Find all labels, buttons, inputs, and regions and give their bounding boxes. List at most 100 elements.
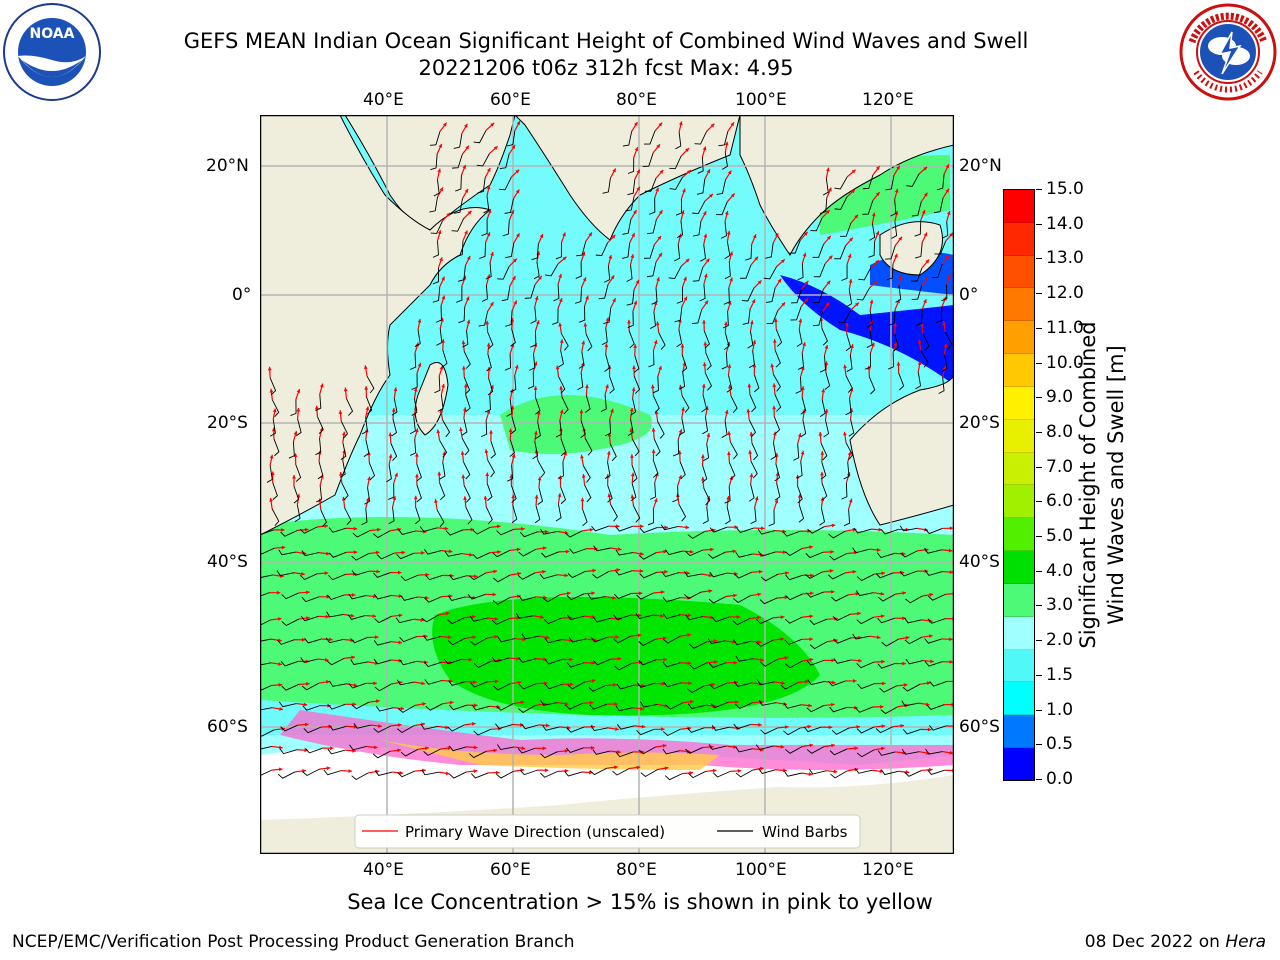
wave-direction-arrowhead xyxy=(853,679,857,683)
wave-direction-arrowhead xyxy=(583,322,588,327)
wave-direction-arrowhead xyxy=(663,657,667,662)
wind-barb xyxy=(899,570,918,577)
wind-barb xyxy=(269,419,276,437)
wind-barb xyxy=(424,596,442,603)
wave-direction-arrowhead xyxy=(781,681,786,685)
wave-direction-arrowhead xyxy=(639,569,644,573)
wave-direction-arrowhead xyxy=(818,432,823,436)
wave-direction-arrowhead xyxy=(566,591,571,596)
wind-barb xyxy=(436,328,443,346)
wind-barb xyxy=(821,482,828,501)
wind-barb xyxy=(429,196,438,213)
wind-barb xyxy=(768,509,775,527)
wave-direction-arrowhead xyxy=(474,703,478,708)
wind-barb xyxy=(856,573,875,582)
wave-direction-arrowhead xyxy=(341,431,346,436)
wind-barb xyxy=(400,574,419,582)
wave-direction-arrowhead xyxy=(617,547,622,552)
wave-direction-arrowhead xyxy=(896,165,900,170)
wave-direction-arrowhead xyxy=(757,592,762,597)
wind-barb xyxy=(735,769,754,778)
wind-barb xyxy=(626,289,635,306)
wind-barb xyxy=(855,590,874,597)
wind-barb xyxy=(419,526,438,532)
wind-barb xyxy=(452,154,463,169)
wave-direction-arrowhead xyxy=(852,527,857,532)
colorbar-tick-mark xyxy=(1036,536,1042,538)
colorbar-segment xyxy=(1004,616,1034,650)
wave-direction-arrowhead xyxy=(463,383,468,388)
wind-barb xyxy=(301,682,320,691)
wave-direction-arrowhead xyxy=(754,256,759,261)
wind-barb xyxy=(748,484,755,502)
wave-direction-arrowhead xyxy=(727,364,732,368)
wave-direction-arrowhead xyxy=(847,253,852,258)
wind-barb xyxy=(843,462,850,480)
wave-direction-arrowhead xyxy=(784,595,789,600)
wind-barb xyxy=(920,350,929,368)
wind-barb xyxy=(875,726,894,734)
wave-direction-arrowhead xyxy=(926,681,931,686)
wind-barb xyxy=(540,699,558,706)
wind-barb xyxy=(740,264,752,279)
wind-barb xyxy=(279,748,298,755)
wave-direction-arrowhead xyxy=(612,168,616,173)
wind-barb xyxy=(831,727,850,735)
wind-barb xyxy=(734,571,752,579)
wind-barb xyxy=(537,460,546,478)
wave-direction-arrowhead xyxy=(641,724,646,729)
wave-direction-arrowhead xyxy=(607,365,612,369)
wave-direction-arrowhead xyxy=(759,747,764,752)
wave-direction-arrowhead xyxy=(589,770,593,775)
wave-direction-arrowhead xyxy=(415,473,419,478)
wind-barb xyxy=(681,354,688,373)
wind-barb xyxy=(646,262,657,278)
wave-direction-arrowhead xyxy=(448,594,453,599)
wind-barb xyxy=(807,526,825,534)
wave-direction-arrowhead xyxy=(447,746,452,750)
wave-direction-arrowhead xyxy=(802,409,806,413)
wind-barb xyxy=(510,485,517,503)
wave-direction-arrowhead xyxy=(615,635,620,639)
wind-barb xyxy=(518,548,536,557)
wind-barb xyxy=(716,179,726,195)
nws-logo-icon xyxy=(1179,3,1277,101)
wind-barb xyxy=(880,769,899,776)
wind-barb xyxy=(272,482,278,500)
wave-direction-arrowhead xyxy=(464,230,468,235)
wave-direction-arrowhead xyxy=(929,592,934,597)
wave-direction-arrowhead xyxy=(705,258,710,263)
wave-direction-arrowhead xyxy=(392,496,397,501)
wave-direction-arrowhead xyxy=(376,569,381,574)
wind-barb xyxy=(329,680,347,687)
wind-barb xyxy=(622,131,633,147)
wind-barb xyxy=(691,309,703,324)
wave-direction-arrowhead xyxy=(800,450,805,455)
wind-barb xyxy=(700,244,706,262)
wave-direction-arrowhead xyxy=(712,704,717,708)
wind-barb xyxy=(708,744,727,750)
wave-direction-arrowhead xyxy=(394,472,398,477)
wave-direction-arrowhead xyxy=(420,618,425,622)
wind-barb xyxy=(793,443,800,461)
wind-barb xyxy=(486,353,492,372)
wind-barb xyxy=(373,572,391,578)
wave-direction-arrowhead xyxy=(638,591,643,596)
wind-barb xyxy=(705,373,713,391)
wind-barb xyxy=(281,684,299,691)
wave-direction-arrowhead xyxy=(703,341,708,346)
wind-barb xyxy=(493,683,511,691)
wind-barb xyxy=(723,332,730,351)
wind-barb xyxy=(581,508,588,527)
wave-direction-arrowhead xyxy=(535,320,540,325)
wave-direction-arrowhead xyxy=(542,569,546,574)
wave-direction-arrowhead xyxy=(661,727,665,732)
colorbar-tick-label: 13.0 xyxy=(1046,248,1084,269)
wind-barb xyxy=(320,509,328,527)
wave-direction-arrowhead xyxy=(662,743,667,748)
wind-barb xyxy=(893,333,899,352)
wind-barb xyxy=(709,571,727,578)
wind-barb xyxy=(763,266,777,280)
wave-direction-arrowhead xyxy=(784,725,789,730)
wind-barb xyxy=(453,133,463,149)
